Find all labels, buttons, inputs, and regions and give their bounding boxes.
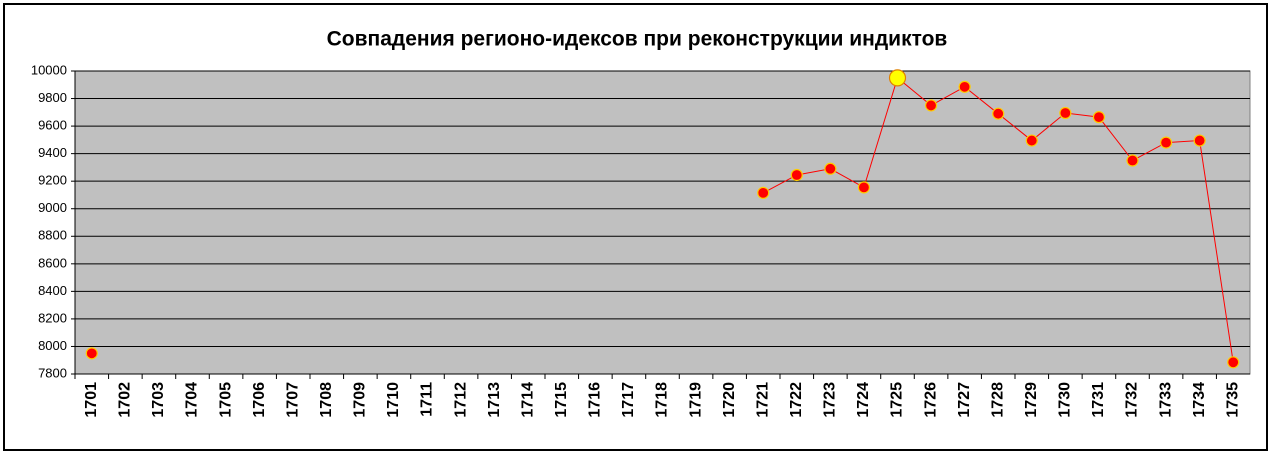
x-tick-label: 1731	[1090, 382, 1107, 418]
x-tick-label: 1727	[956, 382, 973, 418]
x-tick-label: 1702	[117, 382, 134, 418]
y-tick-label: 10000	[31, 62, 67, 77]
x-tick-label: 1712	[452, 382, 469, 418]
marker	[790, 168, 803, 182]
y-tick-label: 9200	[38, 173, 67, 188]
x-tick-label: 1701	[83, 382, 100, 418]
x-tick-label: 1707	[284, 382, 301, 418]
x-tick-label: 1723	[822, 382, 839, 418]
x-tick-label: 1726	[922, 382, 939, 418]
marker	[958, 80, 971, 93]
marker	[824, 162, 837, 175]
x-tick-label: 1724	[855, 382, 872, 418]
x-tick-label: 1713	[486, 382, 503, 418]
marker	[1126, 154, 1139, 167]
marker	[992, 107, 1005, 120]
x-tick-label: 1714	[519, 382, 536, 418]
x-tick-label: 1733	[1157, 382, 1174, 418]
x-tick-label: 1719	[687, 382, 704, 418]
y-tick-label: 8600	[38, 255, 67, 270]
x-tick-label: 1715	[553, 382, 570, 418]
x-tick-label: 1721	[754, 382, 771, 418]
y-tick-label: 8800	[38, 228, 67, 243]
x-tick-label: 1710	[385, 382, 402, 418]
x-tick-label: 1709	[352, 382, 369, 418]
x-tick-label: 1717	[620, 382, 637, 418]
marker	[1059, 106, 1072, 120]
y-tick-label: 9400	[38, 145, 67, 160]
y-tick-label: 8400	[38, 283, 67, 298]
x-tick-label: 1705	[217, 382, 234, 418]
marker	[857, 181, 871, 194]
y-tick-label: 9600	[38, 118, 67, 133]
marker	[85, 347, 98, 360]
x-tick-label: 1718	[654, 382, 671, 418]
marker	[1092, 111, 1106, 124]
x-tick-label: 1720	[721, 382, 738, 418]
marker	[1193, 134, 1206, 147]
x-tick-label: 1711	[419, 382, 436, 417]
x-tick-label: 1716	[587, 382, 604, 418]
marker	[888, 69, 907, 87]
marker	[1025, 134, 1038, 147]
chart-title: Совпадения регионо-идексов при реконстру…	[327, 28, 948, 51]
plot-area	[74, 70, 1251, 375]
marker	[1227, 356, 1240, 369]
x-tick-label: 1706	[251, 382, 268, 418]
x-tick-label: 1703	[150, 382, 167, 418]
x-tick-label: 1729	[1023, 382, 1040, 418]
marker	[757, 186, 770, 199]
x-tick-label: 1732	[1124, 382, 1141, 418]
x-tick-label: 1735	[1224, 382, 1241, 418]
marker	[924, 99, 938, 112]
y-tick-label: 9000	[38, 200, 67, 215]
y-tick-label: 8000	[38, 338, 67, 353]
x-tick-label: 1728	[989, 382, 1006, 418]
x-tick-label: 1730	[1057, 382, 1074, 418]
x-tick-label: 1734	[1191, 382, 1208, 418]
x-tick-label: 1725	[889, 382, 906, 418]
y-tick-label: 7800	[38, 365, 67, 380]
y-tick-label: 8200	[38, 310, 67, 325]
x-tick-label: 1708	[318, 382, 335, 418]
marker	[1159, 136, 1173, 149]
y-tick-label: 9800	[38, 90, 67, 105]
x-tick-label: 1722	[788, 382, 805, 418]
x-tick-label: 1704	[184, 382, 201, 418]
